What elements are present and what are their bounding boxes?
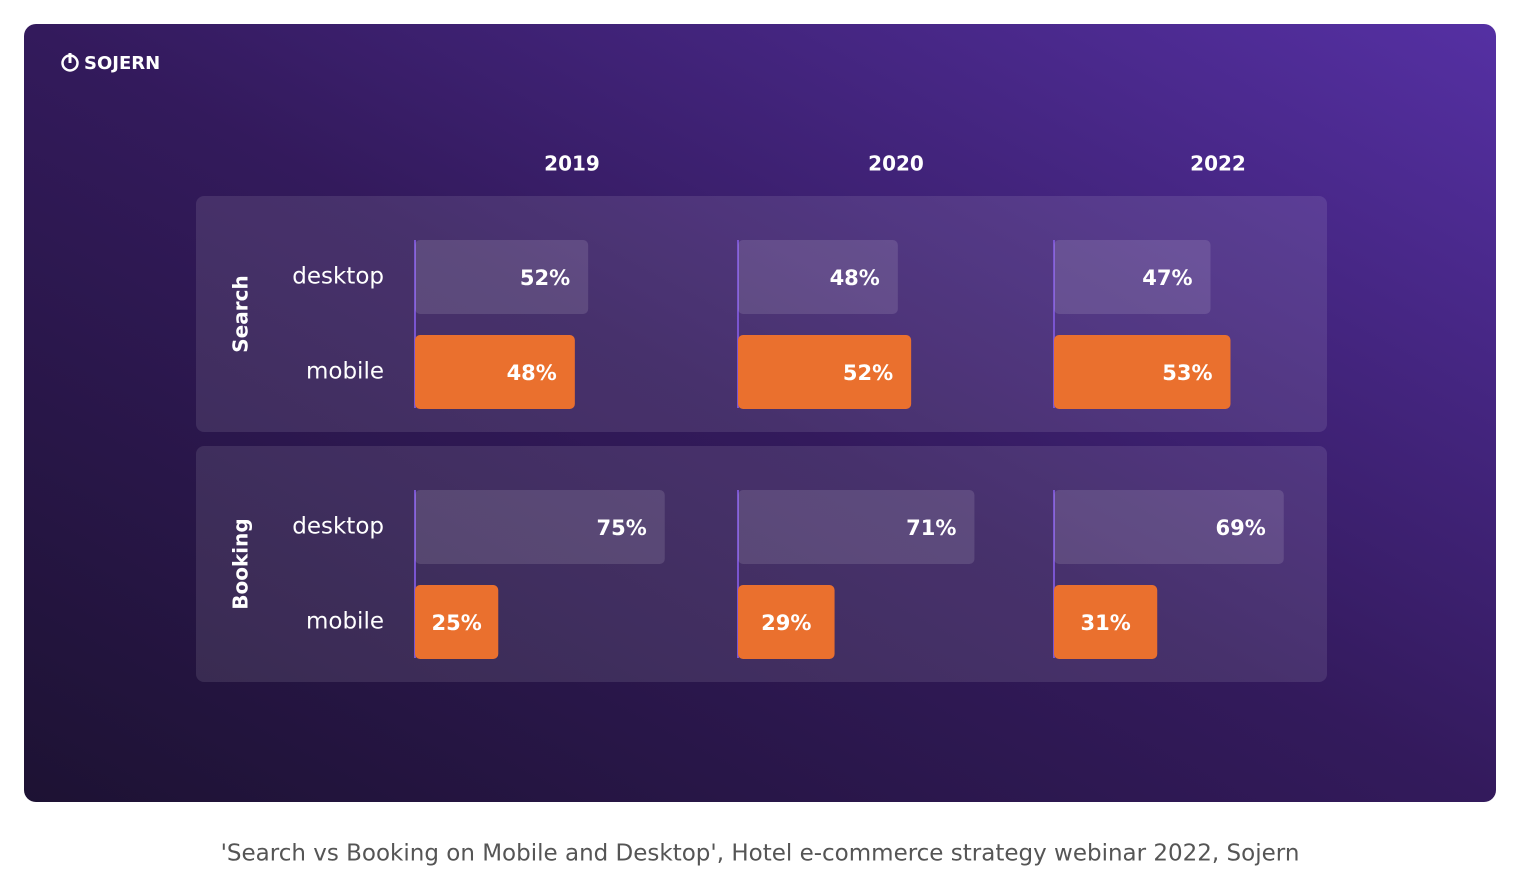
row-label: desktop [292, 514, 384, 540]
panel-label: Search [229, 275, 253, 352]
bar [738, 490, 975, 564]
value-label: 48% [830, 266, 880, 290]
value-label: 75% [596, 516, 646, 540]
value-label: 52% [843, 361, 893, 385]
row-label: mobile [306, 359, 384, 385]
bar [1054, 335, 1231, 409]
bar [415, 240, 589, 314]
bar [415, 490, 665, 564]
bar [1054, 490, 1284, 564]
bar [738, 335, 912, 409]
value-label: 69% [1216, 516, 1266, 540]
bar [415, 335, 575, 409]
caption: 'Search vs Booking on Mobile and Desktop… [221, 841, 1300, 867]
value-label: 52% [520, 266, 570, 290]
panel-label: Booking [229, 518, 253, 609]
logo: SOJERN [61, 53, 160, 74]
value-label: 71% [906, 516, 956, 540]
value-label: 53% [1162, 361, 1212, 385]
value-label: 31% [1080, 611, 1130, 635]
value-label: 25% [431, 611, 481, 635]
row-label: desktop [292, 264, 384, 290]
row-label: mobile [306, 609, 384, 635]
bar [415, 585, 499, 659]
value-label: 48% [507, 361, 557, 385]
brand: SOJERN [84, 53, 160, 74]
year-label: 2022 [1190, 152, 1246, 176]
bar [1054, 585, 1158, 659]
bar [1054, 240, 1211, 314]
bar [738, 585, 835, 659]
year-label: 2020 [868, 152, 924, 176]
bar [738, 240, 898, 314]
value-label: 29% [761, 611, 811, 635]
value-label: 47% [1142, 266, 1192, 290]
year-label: 2019 [544, 152, 600, 176]
